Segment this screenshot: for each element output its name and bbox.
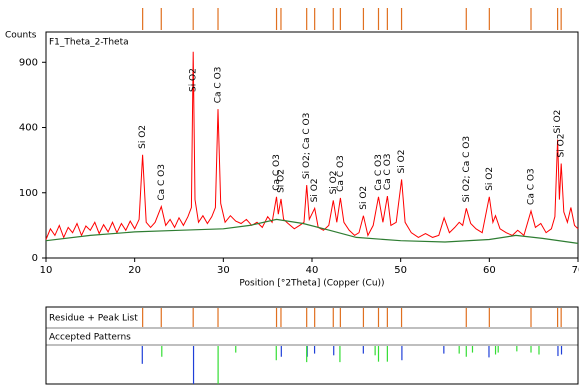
data-line xyxy=(45,218,579,244)
y-tick-label: 100 xyxy=(19,188,38,199)
peak-label: Si O2 xyxy=(276,169,286,193)
y-tick-label: 0 xyxy=(32,253,38,264)
peak-label: Si O2 xyxy=(397,150,407,174)
x-tick-label: 20 xyxy=(128,265,141,276)
x-tick-label: 70 xyxy=(572,265,579,276)
y-tick-label: 900 xyxy=(19,57,38,68)
panel-label: Accepted Patterns xyxy=(49,333,131,343)
peak-label: Si O2 xyxy=(138,125,148,149)
peak-label: Ca C O3 xyxy=(272,154,282,191)
peak-label: Ca C O3 xyxy=(383,153,393,190)
peak-label: Ca C O3 xyxy=(374,154,384,191)
peak-label: Si O2 xyxy=(329,170,339,194)
x-tick-label: 40 xyxy=(306,265,319,276)
peak-label: Si O2 xyxy=(189,68,199,92)
y-tick-label: 400 xyxy=(19,123,38,134)
x-tick-label: 50 xyxy=(394,265,407,276)
y-axis-label: Counts xyxy=(5,31,37,41)
panel-label: Residue + Peak List xyxy=(49,314,138,324)
peak-label: Si O2 xyxy=(557,134,567,158)
peak-label: Si O2 xyxy=(359,186,369,210)
x-tick-label: 10 xyxy=(40,265,53,276)
x-tick-label: 60 xyxy=(483,265,496,276)
peak-label: Ca C O3 xyxy=(527,168,537,205)
peak-label: Si O2 xyxy=(485,167,495,191)
peak-label: Ca C O3 xyxy=(214,67,224,104)
x-axis-label: Position [°2Theta] (Copper (Cu)) xyxy=(239,279,384,289)
peak-label: Si O2 xyxy=(310,178,320,202)
x-tick-label: 30 xyxy=(217,265,230,276)
peak-label: Si O2; Ca C O3 xyxy=(302,113,312,179)
chart-title: F1_Theta_2-Theta xyxy=(49,38,129,48)
lower-panel xyxy=(45,306,579,385)
peak-label: Si O2 xyxy=(553,110,563,134)
peak-label: Ca C O3 xyxy=(157,164,167,201)
peak-label: Si O2; Ca C O3 xyxy=(462,136,472,202)
peak-label: Ca C O3 xyxy=(336,155,346,192)
